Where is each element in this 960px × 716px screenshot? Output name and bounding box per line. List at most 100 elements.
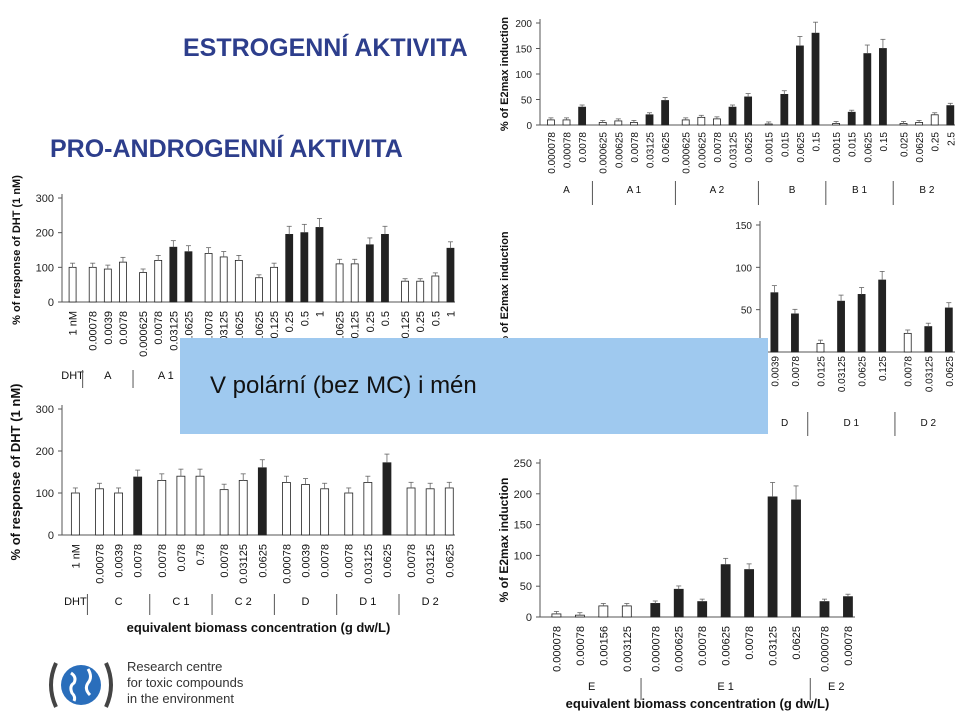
x-tick-label: 0.0078 bbox=[904, 356, 915, 387]
y-tick-label: 200 bbox=[515, 19, 532, 30]
x-tick-label: 0.00078 bbox=[94, 544, 106, 584]
y-tick-label: 50 bbox=[520, 581, 532, 593]
x-tick-label: 0.00156 bbox=[598, 626, 610, 666]
x-tick-label: 0.0625 bbox=[744, 132, 755, 163]
bar bbox=[300, 232, 309, 303]
bar bbox=[713, 118, 721, 126]
logo-line-3: in the environment bbox=[127, 691, 234, 706]
x-tick-label: 0.25 bbox=[931, 132, 942, 152]
y-tick-label: 100 bbox=[36, 262, 54, 274]
bar bbox=[363, 482, 373, 536]
x-tick-label: 0.000625 bbox=[138, 311, 150, 357]
x-tick-label: 0.00625 bbox=[697, 132, 708, 169]
logo-text: Research centre for toxic compounds in t… bbox=[127, 659, 243, 707]
logo-line-1: Research centre bbox=[127, 659, 223, 674]
x-tick-label: 0.0625 bbox=[254, 311, 266, 345]
bar bbox=[176, 475, 186, 536]
bar bbox=[219, 256, 228, 303]
estrogen-activity-title: ESTROGENNÍ AKTIVITA bbox=[183, 34, 468, 62]
bar bbox=[381, 233, 389, 303]
x-tick-label: 1 bbox=[314, 311, 326, 317]
bar bbox=[446, 247, 455, 303]
x-tick-label: 0.125 bbox=[400, 311, 412, 339]
bar bbox=[270, 266, 278, 303]
bar bbox=[661, 100, 670, 126]
logo-icon bbox=[49, 662, 113, 708]
x-tick-label: 0.00078 bbox=[843, 626, 855, 666]
y-tick-label: 0 bbox=[526, 121, 532, 132]
x-tick-label: 0.0039 bbox=[114, 544, 126, 578]
x-tick-label: 0.0625 bbox=[183, 311, 195, 345]
x-tick-label: 0.000625 bbox=[674, 626, 686, 672]
bar bbox=[930, 114, 939, 126]
group-label: D 1 bbox=[844, 418, 860, 429]
x-tick-label: 0.5 bbox=[430, 311, 442, 326]
x-tick-label: 0.03125 bbox=[646, 132, 657, 169]
x-tick-label: 0.000078 bbox=[650, 626, 662, 672]
x-tick-label: 0.00078 bbox=[563, 132, 574, 169]
bar bbox=[562, 119, 571, 126]
x-tick-label: 0.0078 bbox=[320, 544, 332, 578]
bar bbox=[350, 263, 359, 303]
bar bbox=[301, 484, 310, 536]
group-label: DHT bbox=[61, 370, 84, 382]
bar bbox=[944, 307, 953, 353]
y-tick-label: 50 bbox=[741, 306, 753, 317]
y-tick-label: 0 bbox=[48, 297, 54, 309]
group-label: E 2 bbox=[828, 681, 845, 693]
group-label: D 2 bbox=[422, 596, 439, 608]
y-axis-label: % of response of DHT (1 nM) bbox=[8, 384, 23, 561]
x-tick-label: 0.0625 bbox=[791, 626, 803, 660]
bar bbox=[697, 601, 708, 618]
x-tick-label: 0.015 bbox=[848, 132, 859, 157]
x-tick-label: 0.0078 bbox=[406, 544, 418, 578]
bar bbox=[344, 492, 354, 536]
bar bbox=[238, 479, 248, 536]
x-tick-label: 0.0078 bbox=[578, 132, 589, 163]
y-tick-label: 0 bbox=[526, 612, 532, 624]
bar bbox=[406, 487, 416, 536]
bar bbox=[257, 467, 267, 536]
bar bbox=[282, 482, 291, 536]
x-tick-label: 0.00078 bbox=[88, 311, 100, 351]
bar bbox=[720, 564, 731, 618]
group-label: D bbox=[302, 596, 310, 608]
x-tick-label: 0.0078 bbox=[204, 311, 216, 345]
bar bbox=[811, 32, 820, 126]
y-tick-label: 150 bbox=[514, 520, 532, 532]
x-tick-label: 0.0078 bbox=[118, 311, 130, 345]
x-tick-label: 0.25 bbox=[284, 311, 296, 332]
bar bbox=[796, 45, 804, 126]
bar bbox=[899, 123, 908, 126]
bar bbox=[598, 122, 607, 126]
bar bbox=[255, 277, 263, 303]
bar bbox=[946, 105, 955, 126]
x-tick-label: 0.0078 bbox=[713, 132, 724, 163]
bar bbox=[744, 569, 755, 618]
x-tick-label: 0.5 bbox=[380, 311, 392, 326]
bar bbox=[169, 246, 178, 303]
androgen-activity-title: PRO-ANDROGENNÍ AKTIVITA bbox=[50, 135, 403, 163]
bar bbox=[819, 601, 830, 618]
bar bbox=[444, 487, 454, 536]
bar bbox=[95, 488, 104, 536]
bar bbox=[431, 275, 440, 303]
x-tick-label: 0.000078 bbox=[551, 626, 563, 672]
bar bbox=[673, 588, 684, 618]
overlay-box: V polární (bez MC) i mén bbox=[180, 338, 768, 434]
bar bbox=[219, 489, 229, 536]
x-tick-label: 0.025 bbox=[900, 132, 911, 157]
group-label: A 2 bbox=[710, 185, 725, 196]
bar bbox=[574, 614, 585, 618]
x-tick-label: 0.00625 bbox=[614, 132, 625, 169]
bar bbox=[645, 114, 654, 126]
x-tick-label: 0.0625 bbox=[257, 544, 269, 578]
x-tick-label: 0.0078 bbox=[791, 356, 802, 387]
x-tick-label: 0.00078 bbox=[281, 544, 293, 584]
x-tick-label: 0.0625 bbox=[945, 356, 956, 387]
bar bbox=[878, 279, 887, 353]
bar bbox=[847, 111, 856, 126]
group-label: A bbox=[104, 370, 112, 382]
y-tick-label: 200 bbox=[514, 489, 532, 501]
